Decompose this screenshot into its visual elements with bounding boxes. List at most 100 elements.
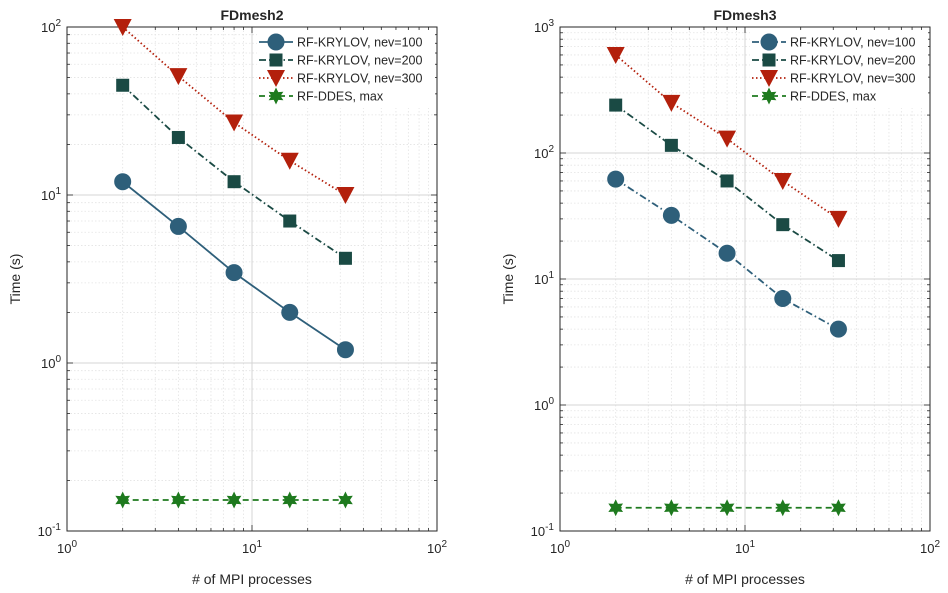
data-point — [280, 152, 299, 170]
data-point — [609, 98, 623, 112]
legend-label: RF-KRYLOV, nev=100 — [790, 36, 915, 50]
legend-label: RF-DDES, max — [297, 90, 384, 104]
y-axis-label: Time (s) — [500, 254, 516, 305]
y-tick-label: 10-1 — [38, 522, 62, 539]
legend-marker — [761, 87, 777, 105]
legend-marker — [760, 70, 778, 87]
series-1 — [607, 170, 847, 338]
legend: RF-KRYLOV, nev=100 RF-KRYLOV, nev=200 RF-K… — [257, 30, 435, 108]
data-point — [720, 174, 734, 188]
legend-marker — [267, 70, 285, 87]
x-axis-label: # of MPI processes — [192, 571, 312, 587]
legend-item: RF-KRYLOV, nev=100 — [259, 33, 422, 51]
legend-item: RF-KRYLOV, nev=200 — [752, 53, 915, 68]
legend-box — [257, 30, 435, 108]
data-point — [281, 303, 299, 321]
data-point — [608, 499, 624, 517]
legend-item: RF-KRYLOV, nev=100 — [752, 33, 915, 51]
x-tick-label: 102 — [427, 539, 447, 556]
series-3 — [113, 19, 355, 204]
data-point — [831, 254, 845, 268]
data-point — [225, 264, 243, 282]
data-point — [664, 499, 679, 517]
legend-label: RF-KRYLOV, nev=200 — [297, 54, 422, 68]
data-point — [829, 320, 847, 338]
data-point — [225, 114, 244, 132]
data-point — [776, 218, 790, 232]
data-point — [171, 491, 186, 509]
legend-label: RF-KRYLOV, nev=300 — [790, 72, 915, 86]
x-tick-label: 101 — [735, 539, 755, 556]
legend-item: RF-DDES, max — [259, 87, 384, 105]
data-point — [719, 499, 735, 517]
y-tick-label: 102 — [41, 18, 61, 35]
data-point — [829, 210, 848, 228]
data-point — [831, 499, 846, 517]
data-point — [169, 68, 188, 86]
data-point — [282, 491, 298, 509]
legend-marker — [760, 33, 778, 51]
chart-title: FDmesh2 — [220, 7, 283, 23]
legend-label: RF-DDES, max — [790, 90, 877, 104]
y-tick-label: 10-1 — [531, 522, 555, 539]
data-point — [773, 172, 792, 190]
legend-item: RF-DDES, max — [752, 87, 877, 105]
axis-ticks — [559, 27, 930, 532]
y-axis-label: Time (s) — [7, 254, 23, 305]
series-line — [615, 54, 839, 220]
series-2 — [116, 78, 352, 265]
y-tick-label: 101 — [41, 186, 61, 203]
legend-marker — [267, 33, 285, 51]
series-3 — [606, 46, 848, 228]
series-4 — [608, 499, 846, 517]
legend-item: RF-KRYLOV, nev=200 — [259, 53, 422, 68]
legend-label: RF-KRYLOV, nev=200 — [790, 54, 915, 68]
data-point — [283, 214, 297, 228]
data-point — [227, 175, 241, 189]
legend-item: RF-KRYLOV, nev=300 — [752, 70, 915, 87]
legend-label: RF-KRYLOV, nev=300 — [297, 72, 422, 86]
chart-title: FDmesh3 — [713, 7, 776, 23]
data-point — [606, 46, 625, 64]
legend-item: RF-KRYLOV, nev=300 — [259, 70, 422, 87]
data-point — [169, 217, 187, 235]
x-tick-label: 102 — [920, 539, 940, 556]
data-point — [774, 290, 792, 308]
data-point — [338, 491, 353, 509]
x-tick-label: 101 — [242, 539, 262, 556]
legend-label: RF-KRYLOV, nev=100 — [297, 36, 422, 50]
x-axis-label: # of MPI processes — [685, 571, 805, 587]
data-point — [718, 244, 736, 262]
series-2 — [609, 98, 845, 268]
data-point — [664, 138, 678, 152]
y-tick-label: 101 — [534, 270, 554, 287]
y-tick-label: 100 — [41, 354, 61, 371]
series-4 — [115, 491, 353, 509]
y-tick-label: 102 — [534, 144, 554, 161]
y-tick-label: 103 — [534, 18, 554, 35]
data-point — [226, 491, 242, 509]
x-tick-label: 100 — [550, 539, 570, 556]
y-tick-label: 100 — [534, 396, 554, 413]
data-point — [662, 94, 681, 112]
data-point — [775, 499, 791, 517]
data-point — [115, 491, 131, 509]
legend-marker — [269, 53, 283, 67]
legend: RF-KRYLOV, nev=100 RF-KRYLOV, nev=200 RF-K… — [750, 30, 928, 108]
data-point — [607, 170, 625, 188]
data-point — [336, 187, 355, 204]
data-point — [718, 130, 737, 148]
data-point — [114, 173, 132, 191]
series-line — [122, 26, 346, 196]
data-point — [338, 251, 352, 265]
data-point — [171, 130, 185, 144]
legend-marker — [268, 87, 284, 105]
legend-marker — [762, 53, 776, 67]
data-point — [336, 341, 354, 359]
series-1 — [114, 173, 354, 359]
data-point — [116, 78, 130, 92]
x-tick-label: 100 — [57, 539, 77, 556]
